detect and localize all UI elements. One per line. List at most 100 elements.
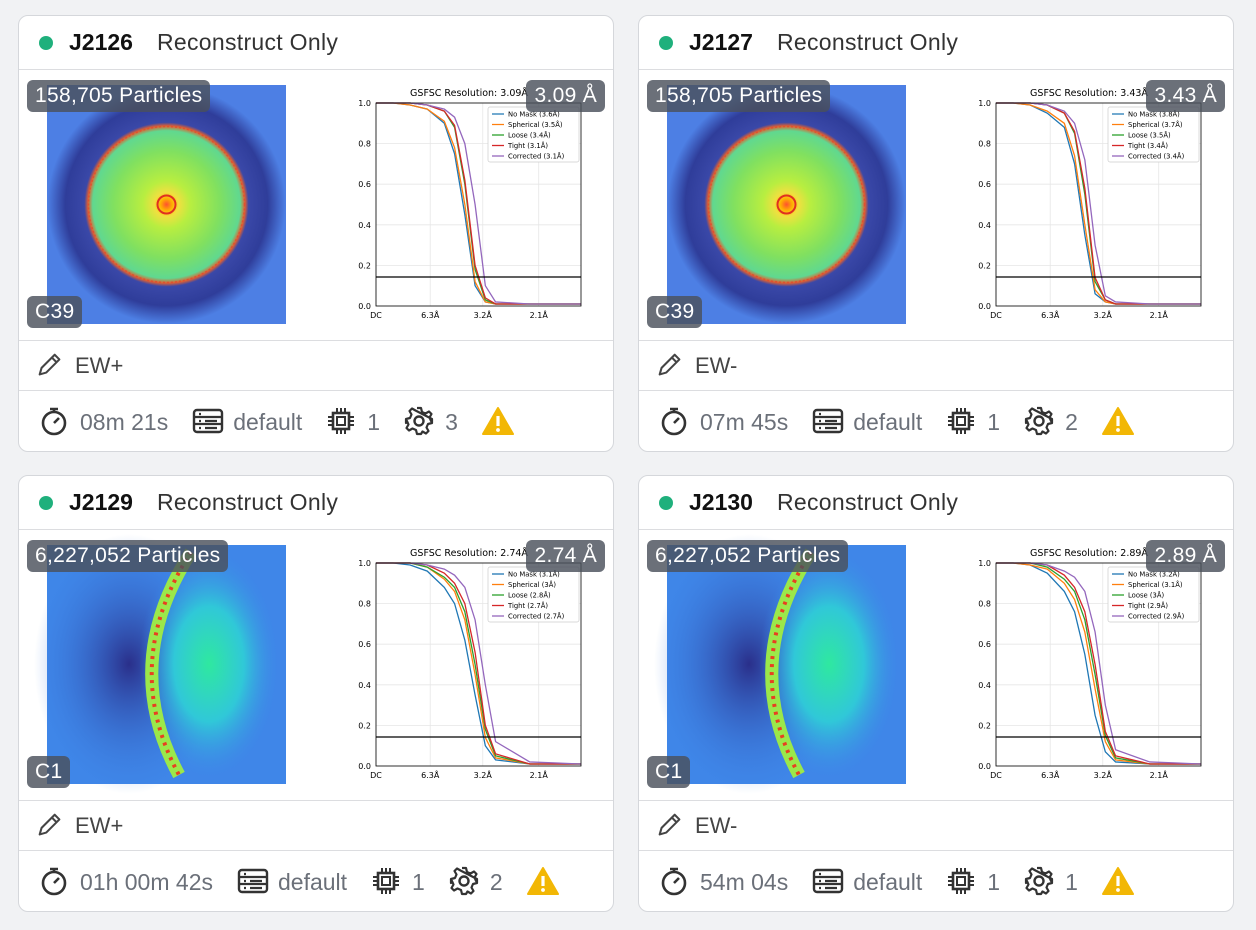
y-tick-label: 0.2 (358, 261, 371, 270)
time-text: 07m 45s (700, 408, 789, 435)
x-tick-label: 6.3Å (1041, 309, 1060, 320)
x-tick-label: 3.2Å (474, 309, 493, 320)
y-tick-label: 0.4 (978, 221, 991, 230)
params-text: 2 (1065, 408, 1078, 435)
card-header: J2130 Reconstruct Only (639, 476, 1233, 530)
preview: GSFSC Resolution: 2.74Å 0.0 0.2 0.4 0.6 0.8 1.… (34, 534, 582, 794)
x-tick-label: 6.3Å (421, 769, 440, 780)
plot-frame (375, 102, 582, 307)
x-tick-label: 6.3Å (1041, 769, 1060, 780)
legend-label: Spherical (3.7Å) (1128, 120, 1183, 129)
footer-params: 3 (404, 406, 458, 438)
footer-time: 54m 04s (659, 866, 788, 898)
card-footer: 07m 45s default 1 2 (639, 391, 1233, 451)
y-tick-label: 0.6 (358, 180, 371, 189)
icon-gear (1024, 406, 1065, 438)
y-tick-label: 0.0 (978, 762, 991, 771)
note-row[interactable]: EW+ (19, 340, 613, 391)
status-dot (39, 495, 53, 510)
status-dot (659, 495, 673, 510)
icon-watch (39, 406, 80, 438)
status-dot (39, 35, 53, 50)
job-id: J2129 (69, 489, 133, 515)
legend-label: No Mask (3.6Å) (508, 110, 560, 119)
y-tick-label: 1.0 (978, 559, 991, 568)
symmetry: C1 (27, 756, 71, 788)
job-card[interactable]: J2129 Reconstruct Only GSFSC Resolution: 2… (18, 475, 614, 912)
card-footer: 54m 04s default 1 1 (639, 851, 1233, 911)
density-disc (47, 85, 286, 324)
particle-count: 158,705 Particles (27, 80, 211, 112)
gpus-text: 1 (367, 408, 381, 435)
footer-params: 1 (1024, 866, 1078, 898)
x-tick-label: 3.2Å (1094, 309, 1113, 320)
lane-text: default (233, 408, 303, 435)
y-tick-label: 0.4 (358, 681, 371, 690)
lane-text: default (277, 868, 348, 895)
footer-gpus: 1 (371, 866, 425, 898)
job-card[interactable]: J2127 Reconstruct Only GSFSC Resolution: 3… (638, 15, 1234, 452)
lane-text: default (853, 868, 923, 895)
icon-warn (481, 406, 514, 438)
card-body: GSFSC Resolution: 2.89Å 0.0 0.2 0.4 0.6 0.8 1.… (639, 530, 1233, 800)
note-row[interactable]: EW- (639, 800, 1233, 851)
density-ring (87, 125, 246, 284)
icon-lane (192, 406, 233, 438)
y-tick-label: 0.0 (978, 302, 991, 311)
job-card[interactable]: J2126 Reconstruct Only GSFSC Resolution: 3… (18, 15, 614, 452)
legend-label: Spherical (3Å) (508, 580, 556, 589)
density-inner (156, 194, 177, 215)
params-text: 3 (445, 408, 458, 435)
icon-chip (326, 406, 367, 438)
card-body: GSFSC Resolution: 2.74Å 0.0 0.2 0.4 0.6 0.8 1.… (19, 530, 613, 800)
density-blob (139, 549, 279, 779)
gpus-text: 1 (987, 868, 1001, 895)
job-title: Reconstruct Only (776, 489, 959, 515)
resolution: 3.43 Å (1146, 80, 1225, 112)
plot-frame (995, 562, 1202, 767)
note-text: EW+ (75, 352, 124, 378)
legend-label: Spherical (3.1Å) (1128, 580, 1183, 589)
icon-gear (404, 406, 445, 438)
legend-label: Corrected (2.7Å) (508, 612, 565, 621)
footer-gpus: 1 (946, 866, 1000, 898)
icon-chip (946, 866, 987, 898)
x-tick-label: 2.1Å (530, 309, 549, 320)
note-row[interactable]: EW- (639, 340, 1233, 391)
gpus-text: 1 (987, 408, 1001, 435)
legend-label: Loose (3.4Å) (508, 131, 551, 140)
y-tick-label: 0.6 (358, 640, 371, 649)
time-text: 08m 21s (80, 408, 169, 435)
y-tick-label: 0.6 (978, 180, 991, 189)
card-header: J2129 Reconstruct Only (19, 476, 613, 530)
density-blob (759, 549, 899, 779)
job-id: J2130 (689, 489, 753, 515)
density-inner (776, 194, 797, 215)
note-text: EW+ (75, 812, 124, 838)
legend-label: Tight (3.4Å) (1127, 141, 1168, 150)
footer-lane: default (812, 866, 922, 898)
y-tick-label: 0.6 (978, 640, 991, 649)
plot-frame (995, 102, 1202, 307)
icon-pencil (655, 351, 695, 381)
card-footer: 08m 21s default 1 3 (19, 391, 613, 451)
icon-warn (526, 866, 559, 898)
plot-frame (375, 562, 582, 767)
note-text: EW- (695, 352, 738, 378)
fsc-curve (376, 562, 581, 765)
icon-watch (39, 866, 80, 898)
job-id: J2126 (69, 29, 133, 55)
footer-gpus: 1 (946, 406, 1000, 438)
card-body: GSFSC Resolution: 3.43Å 0.0 0.2 0.4 0.6 0.8 1.… (639, 70, 1233, 340)
footer-params: 2 (449, 866, 503, 898)
legend-label: No Mask (3.2Å) (1128, 570, 1180, 579)
job-card[interactable]: J2130 Reconstruct Only GSFSC Resolution: 2… (638, 475, 1234, 912)
legend-label: Loose (3Å) (1128, 591, 1164, 600)
note-row[interactable]: EW+ (19, 800, 613, 851)
x-tick-label: 2.1Å (530, 769, 549, 780)
icon-watch (659, 866, 700, 898)
y-tick-label: 0.2 (358, 721, 371, 730)
time-text: 01h 00m 42s (80, 868, 213, 895)
symmetry: C1 (647, 756, 691, 788)
icon-pencil (35, 811, 75, 841)
